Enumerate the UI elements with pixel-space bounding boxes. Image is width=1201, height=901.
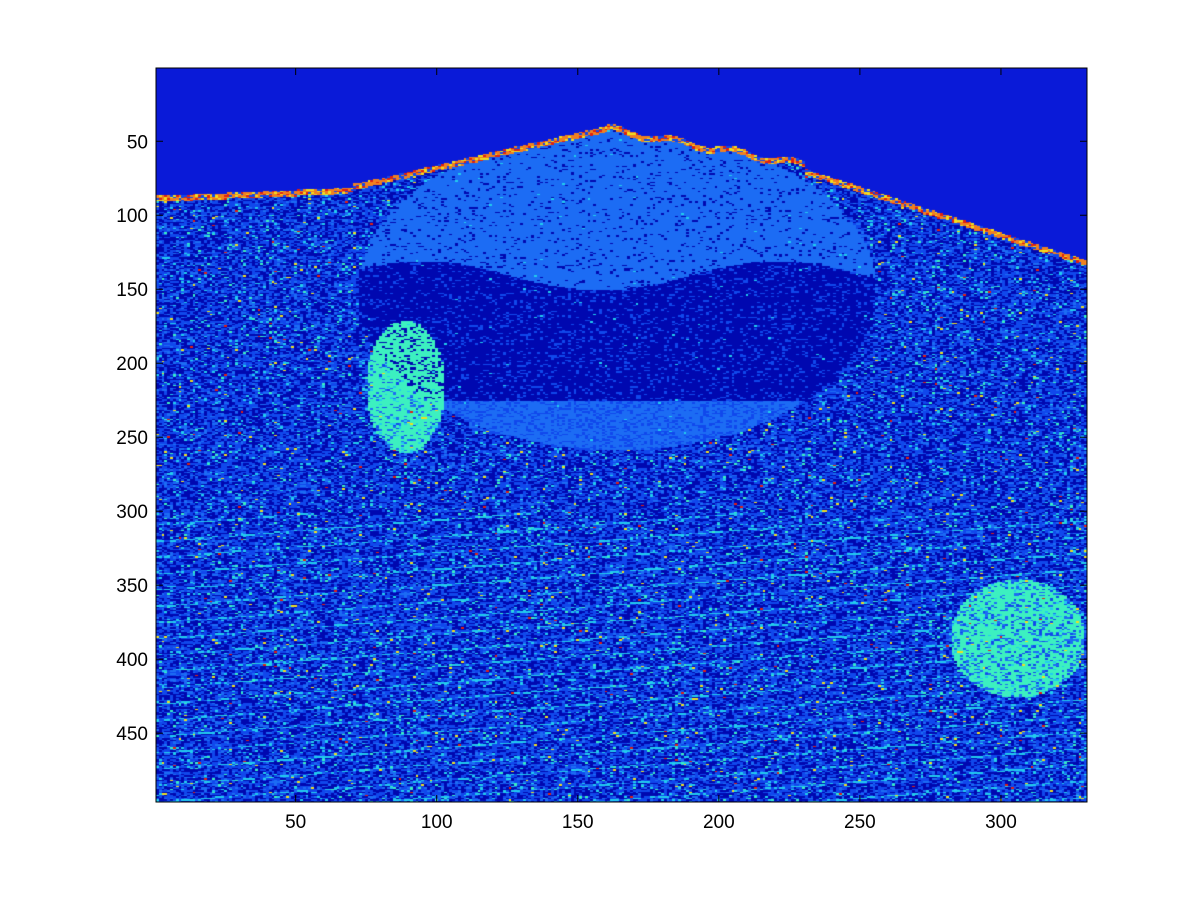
x-tick-label: 200: [703, 812, 735, 833]
y-axis-ticks: 50 100 150 200 250 300 350 400 450: [116, 132, 1087, 745]
y-tick-label: 200: [116, 354, 148, 375]
x-tick-label: 50: [285, 812, 306, 833]
y-tick-label: 100: [116, 206, 148, 227]
x-axis-ticks: 50 100 150 200 250 300: [285, 68, 1017, 833]
y-tick-label: 250: [116, 428, 148, 449]
y-tick-label: 400: [116, 650, 148, 671]
axes-frame: [155, 67, 1088, 803]
y-tick-label: 300: [116, 502, 148, 523]
x-tick-label: 300: [985, 812, 1017, 833]
y-tick-label: 450: [116, 724, 148, 745]
heatmap-image: [156, 68, 1087, 802]
x-tick-label: 250: [844, 812, 876, 833]
y-tick-label: 50: [127, 132, 148, 153]
y-tick-label: 150: [116, 280, 148, 301]
x-tick-label: 150: [562, 812, 594, 833]
y-tick-label: 350: [116, 576, 148, 597]
x-tick-label: 100: [421, 812, 453, 833]
heatmap-plot-area: [156, 68, 1087, 802]
